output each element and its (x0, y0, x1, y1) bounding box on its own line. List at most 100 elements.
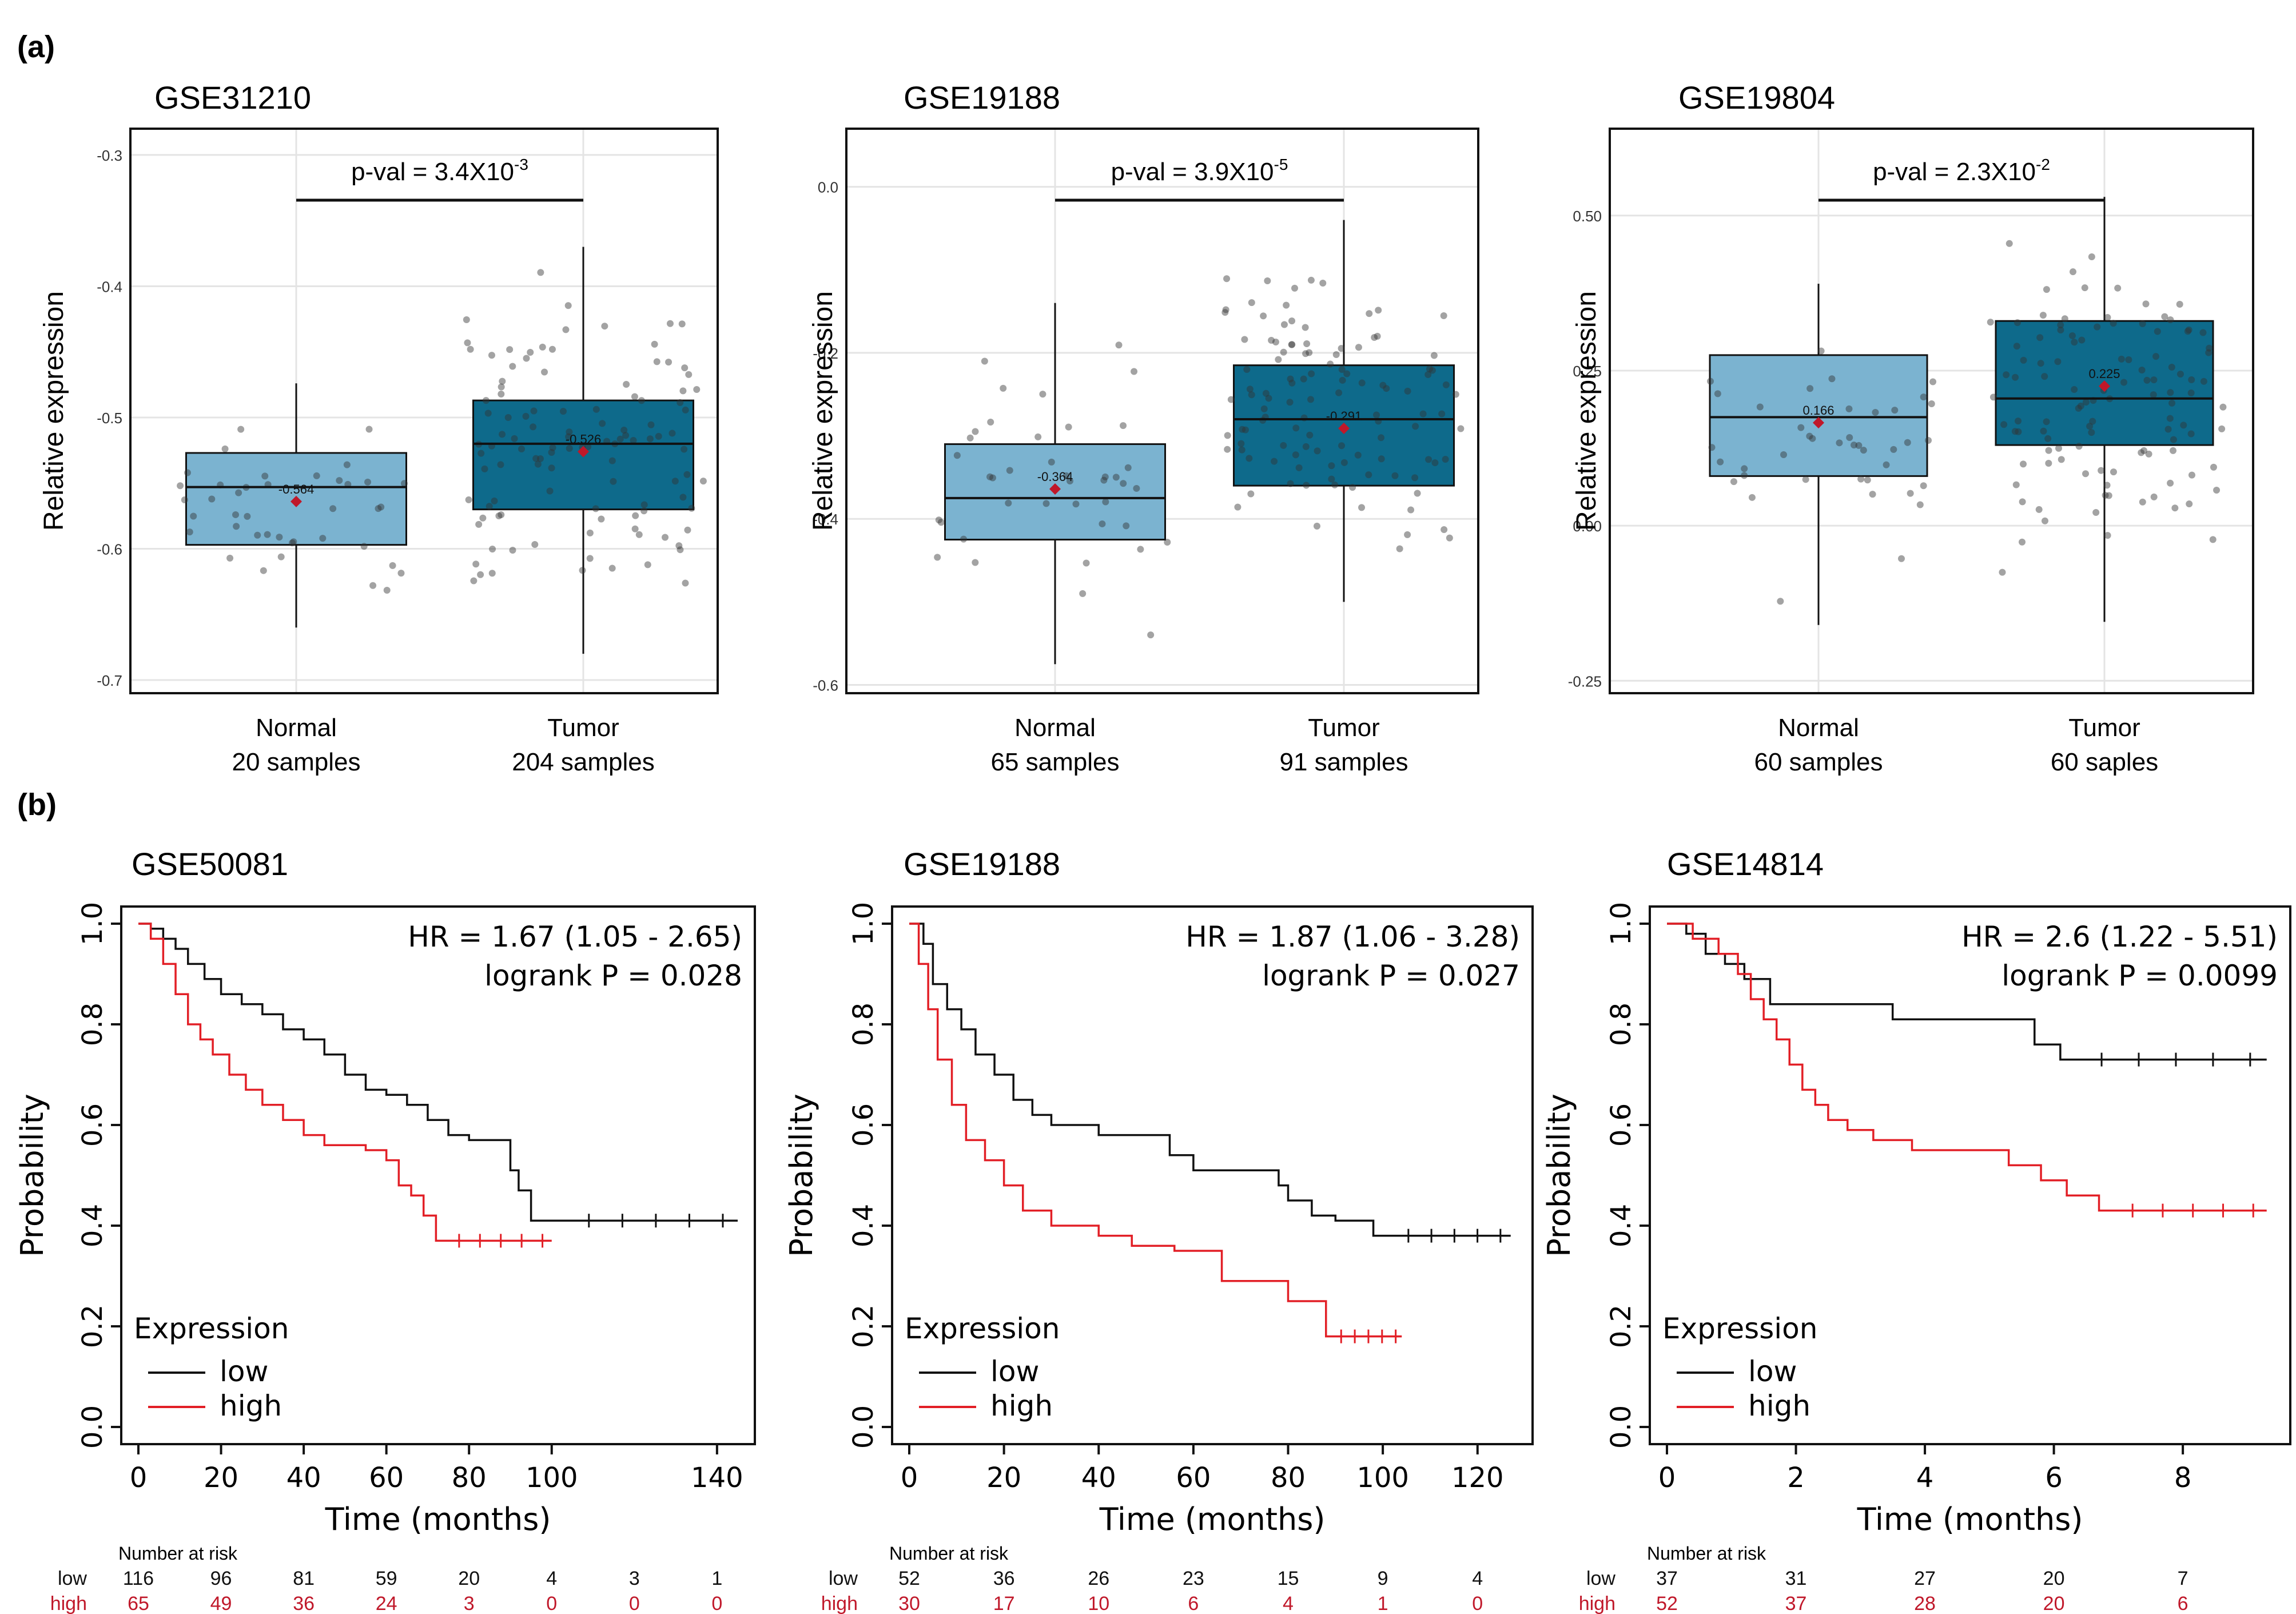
x-axis-label: Time (months) (325, 1501, 551, 1537)
jitter-point (365, 426, 373, 433)
survival-curve-high (138, 923, 552, 1242)
jitter-point (530, 423, 537, 431)
chart-title: GSE19188 (904, 79, 1060, 116)
jitter-point (1777, 598, 1784, 605)
jitter-point (688, 504, 695, 512)
jitter-point (1872, 408, 1879, 416)
jitter-point (2086, 423, 2094, 430)
jitter-point (1239, 426, 1246, 433)
mean-marker (2099, 380, 2110, 392)
p-value-exponent: -2 (2036, 156, 2050, 173)
jitter-point (1292, 451, 1299, 459)
jitter-point (2205, 349, 2213, 356)
jitter-point (683, 471, 691, 478)
jitter-point (1428, 367, 1436, 374)
jitter-point (1264, 277, 1271, 285)
jitter-point (1006, 467, 1013, 474)
jitter-point (682, 579, 689, 587)
x-category-label: Normal (1014, 714, 1096, 742)
risk-count-high: 36 (293, 1593, 315, 1614)
jitter-point (2140, 447, 2148, 454)
risk-table-header: Number at risk (118, 1543, 238, 1564)
risk-count-high: 0 (546, 1593, 557, 1614)
jitter-point (1372, 411, 1380, 419)
jitter-point (2040, 427, 2047, 435)
jitter-point (1828, 375, 1836, 383)
jitter-point (1371, 334, 1378, 341)
jitter-point (504, 414, 512, 421)
jitter-point (1780, 451, 1788, 459)
jitter-point (1378, 434, 1385, 442)
plot-frame (120, 905, 756, 1445)
jitter-point (2045, 447, 2052, 454)
jitter-point (2164, 426, 2172, 433)
km-chart-GSE50081: GSE50081 0.0 0.2 0.4 0.6 0.8 1.0 Probability 0 20… (14, 846, 756, 1614)
jitter-point (1131, 368, 1138, 375)
jitter-point (511, 435, 518, 442)
y-axis-label: Probability (783, 1094, 819, 1257)
jitter-point (1338, 365, 1346, 373)
risk-count-low: 37 (1656, 1568, 1678, 1589)
jitter-point (2138, 449, 2145, 456)
mean-label: -0.291 (1326, 409, 1362, 423)
jitter-point (1331, 481, 1339, 488)
y-tick-label: 0.6 (847, 1103, 880, 1147)
jitter-point (1262, 389, 1270, 397)
jitter-point (1246, 385, 1254, 393)
legend-label-low: low (1748, 1355, 1797, 1388)
jitter-point (221, 445, 229, 452)
jitter-point (966, 434, 974, 442)
jitter-point (498, 383, 505, 391)
jitter-point (2088, 253, 2095, 260)
jitter-point (651, 340, 658, 348)
jitter-point (1288, 341, 1295, 348)
y-axis-label: Probability (1541, 1094, 1577, 1257)
jitter-point (608, 457, 616, 464)
jitter-point (1123, 522, 1130, 530)
jitter-point (2209, 536, 2217, 543)
risk-count-high: 0 (1472, 1593, 1483, 1614)
x-tick-label: 120 (1451, 1462, 1504, 1494)
jitter-point (2187, 430, 2195, 438)
jitter-point (1287, 480, 1294, 487)
jitter-point (2150, 376, 2158, 384)
jitter-point (1101, 473, 1109, 480)
risk-count-high: 52 (1656, 1593, 1678, 1614)
risk-row-label-low: low (829, 1568, 858, 1589)
mean-label: -0.526 (566, 432, 601, 447)
jitter-point (2210, 463, 2217, 471)
x-sample-count-label: 60 saples (2051, 748, 2158, 776)
jitter-point (989, 474, 996, 482)
jitter-point (592, 406, 600, 413)
legend-label-low: low (990, 1355, 1039, 1388)
risk-count-low: 26 (1088, 1568, 1109, 1589)
jitter-point (237, 426, 245, 433)
jitter-point (1241, 336, 1248, 343)
jitter-point (1303, 340, 1311, 348)
jitter-point (1280, 348, 1287, 356)
jitter-point (1741, 465, 1748, 472)
boxplot-chart-GSE31210: GSE31210 -0.3 -0.4 -0.5 -0.6 -0.7 Relative exp… (39, 79, 719, 776)
risk-count-high: 0 (711, 1593, 722, 1614)
jitter-point (1366, 310, 1373, 317)
jitter-point (1275, 356, 1282, 363)
jitter-point (1291, 284, 1298, 292)
jitter-point (364, 478, 372, 486)
y-tick-label: 0.0 (818, 179, 838, 196)
jitter-point (1425, 456, 1432, 463)
jitter-point (1424, 371, 1432, 378)
jitter-point (2057, 326, 2064, 333)
jitter-point (532, 455, 540, 462)
jitter-point (635, 531, 643, 538)
x-tick-label: 80 (452, 1462, 487, 1494)
jitter-point (377, 503, 385, 511)
jitter-point (1452, 391, 1459, 398)
jitter-point (638, 397, 645, 404)
jitter-point (2014, 319, 2021, 327)
jitter-point (498, 390, 505, 397)
jitter-point (1864, 476, 1871, 484)
jitter-point (475, 520, 483, 528)
jitter-point (1717, 458, 1724, 466)
logrank-p-label: logrank P = 0.028 (484, 959, 742, 992)
jitter-point (2167, 389, 2174, 396)
